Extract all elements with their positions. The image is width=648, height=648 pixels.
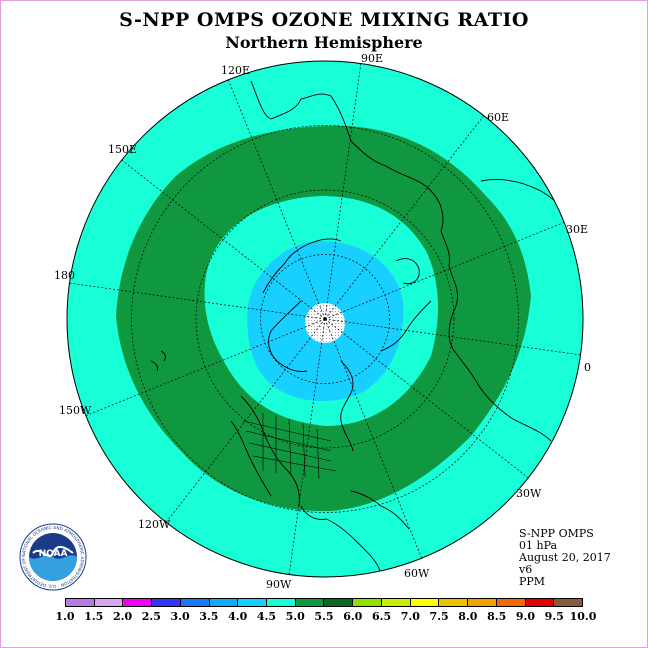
latitude-circle-3 (131, 125, 519, 513)
lon-label-150w: 150W (59, 404, 92, 417)
meridian-line (324, 318, 529, 479)
longitude-labels: 90E 60E 30E 0 30W 60W 90W 120W 150W 180 … (54, 52, 591, 591)
colorbar-tick-label: 4.0 (228, 610, 248, 623)
colorbar-tick-label: 3.5 (199, 610, 219, 623)
lon-label-90e: 90E (361, 52, 383, 65)
colorbar-tick-label: 3.0 (170, 610, 190, 623)
noaa-emblem: NOAA NATIONAL OCEANIC AND ATMOSPHERIC AD… (17, 519, 87, 591)
lon-label-90w: 90W (266, 578, 292, 591)
info-units: PPM (519, 575, 546, 588)
colorbar-swatch (238, 599, 268, 606)
colorbar-tick-label: 1.5 (84, 610, 104, 623)
info-date: August 20, 2017 (519, 551, 611, 564)
colorbar-tick-labels: 1.0 1.5 2.0 2.5 3.0 3.5 4.0 4.5 5.0 5.5 6.0 6.5 7.0 7… (55, 610, 596, 624)
colorbar-tick-label: 9.5 (544, 610, 564, 623)
latitude-circle-2 (195, 189, 455, 449)
map-boundary (66, 60, 584, 578)
meridian-line (324, 318, 422, 559)
ozone-band-high (116, 125, 531, 512)
map-title: S-NPP OMPS OZONE MIXING RATIO (119, 9, 529, 31)
colorbar-tick-label: 6.0 (343, 610, 363, 623)
meridian-line (121, 159, 326, 320)
colorbar-tick-label: 7.5 (429, 610, 449, 623)
colorbar-swatch (468, 599, 497, 606)
lon-label-180: 180 (54, 269, 75, 282)
colorbar-swatch (353, 599, 382, 606)
lon-label-30e: 30E (566, 223, 588, 236)
colorbar (65, 598, 583, 607)
latitude-circle-1 (260, 254, 390, 384)
info-level: 01 hPa (519, 539, 558, 552)
graticule (69, 63, 581, 575)
colorbar-swatch (180, 599, 210, 606)
colorbar-swatch (209, 599, 239, 606)
meridian-line (85, 318, 326, 416)
lon-label-120e: 120E (221, 64, 250, 77)
meridian-line (228, 79, 326, 320)
colorbar-swatch (66, 599, 95, 606)
lon-label-150e: 150E (108, 143, 137, 156)
colorbar-tick-label: 5.0 (285, 610, 305, 623)
meridian-line (324, 222, 565, 320)
lon-label-120w: 120W (138, 518, 171, 531)
colorbar-swatch (267, 599, 296, 606)
meridian-line (288, 318, 326, 575)
lon-label-30w: 30W (516, 487, 542, 500)
colorbar-tick-label: 6.5 (371, 610, 392, 623)
colorbar-tick-label: 4.5 (256, 610, 277, 623)
colorbar-swatch (152, 599, 181, 606)
colorbar-swatch (554, 599, 582, 606)
map-subtitle: Northern Hemisphere (225, 33, 423, 52)
meridian-line (324, 318, 581, 356)
no-data-pole (305, 303, 345, 343)
meridian-line (69, 282, 326, 320)
colorbar-swatch (496, 599, 526, 606)
colorbar-tick-label: 10.0 (569, 610, 597, 623)
colorbar-tick-label: 7.0 (400, 610, 420, 623)
colorbar-swatch (381, 599, 411, 606)
meridian-line (324, 115, 485, 320)
colorbar-swatch (410, 599, 440, 606)
noaa-logo: NOAA NATIONAL OCEANIC AND ATMOSPHERIC AD… (17, 519, 87, 595)
colorbar-swatch (94, 599, 124, 606)
meridian-line (165, 318, 326, 523)
colorbar-tick-label: 9.0 (515, 610, 536, 623)
meridian-line (324, 63, 362, 320)
lon-label-60w: 60W (404, 567, 430, 580)
colorbar-swatch (324, 599, 354, 606)
colorbar-swatch (439, 599, 469, 606)
colorbar-tick-label: 8.0 (458, 610, 478, 623)
info-version: v6 (519, 563, 533, 576)
colorbar-tick-label: 2.5 (141, 610, 161, 623)
info-instrument: S-NPP OMPS (519, 527, 594, 540)
colorbar-swatch (295, 599, 325, 606)
colorbar-tick-label: 8.5 (487, 610, 507, 623)
lon-label-60e: 60E (487, 111, 509, 124)
colorbar-swatch (525, 599, 555, 606)
us-state-borders (242, 413, 337, 480)
lon-label-0: 0 (584, 361, 591, 374)
colorbar-tick-label: 2.0 (112, 610, 133, 623)
colorbar-tick-label: 5.5 (314, 610, 334, 623)
colorbar-tick-label: 1.0 (55, 610, 75, 623)
colorbar-swatch (123, 599, 153, 606)
info-block: S-NPP OMPS 01 hPa August 20, 2017 v6 PPM (519, 528, 611, 588)
noaa-logo-text: NOAA (39, 549, 68, 559)
